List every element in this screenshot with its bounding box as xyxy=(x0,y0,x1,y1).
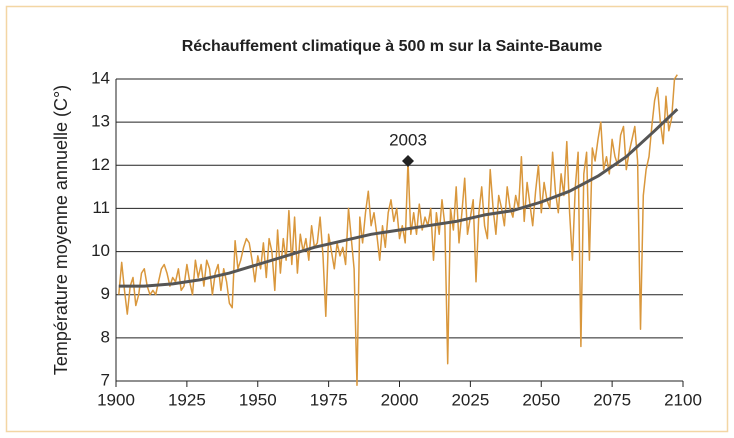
x-tick-label: 2000 xyxy=(381,390,419,409)
y-tick-label: 10 xyxy=(91,241,110,260)
annotation-label: 2003 xyxy=(389,130,427,149)
x-tick-label: 2050 xyxy=(522,390,560,409)
trend-line xyxy=(118,108,679,288)
y-axis-label: Température moyenne annuelle (C°) xyxy=(51,85,71,375)
frame xyxy=(5,5,729,433)
x-tick-label: 1900 xyxy=(97,390,135,409)
x-tick-label: 1975 xyxy=(310,390,348,409)
x-tick-label: 1925 xyxy=(168,390,206,409)
x-tick-label: 2025 xyxy=(451,390,489,409)
y-tick-label: 13 xyxy=(91,112,110,131)
y-tick-label: 14 xyxy=(91,68,110,87)
x-tick-label: 2075 xyxy=(593,390,631,409)
x-tick-label: 1950 xyxy=(239,390,277,409)
y-tick-label: 12 xyxy=(91,155,110,174)
y-tick-label: 9 xyxy=(101,284,110,303)
temperature-line xyxy=(118,74,678,387)
annotation-marker xyxy=(402,154,415,167)
y-tick-label: 8 xyxy=(101,327,110,346)
y-tick-label: 11 xyxy=(92,198,110,217)
x-tick-label: 2100 xyxy=(664,390,702,409)
y-tick-label: 7 xyxy=(101,370,110,389)
chart-title: Réchauffement climatique à 500 m sur la … xyxy=(182,38,603,55)
